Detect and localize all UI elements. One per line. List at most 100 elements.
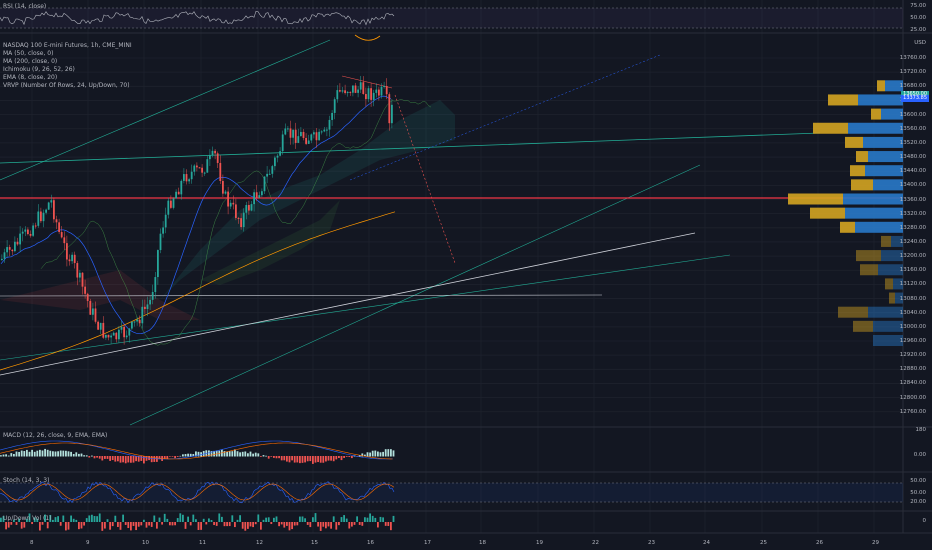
indicator-ma200[interactable]: MA (200, close, 0) bbox=[3, 58, 58, 65]
volume-bar bbox=[226, 522, 228, 527]
macd-bar bbox=[124, 456, 127, 464]
macd-bar bbox=[280, 456, 283, 461]
volume-bar bbox=[288, 522, 291, 531]
vp-up-bar bbox=[868, 151, 903, 163]
volume-bar bbox=[148, 522, 150, 526]
macd-tick-top: 180 bbox=[915, 427, 927, 433]
candle-body bbox=[81, 272, 84, 287]
volume-bar bbox=[176, 518, 179, 522]
vp-down-bar bbox=[853, 320, 873, 332]
candle-body bbox=[302, 131, 305, 138]
macd-bar bbox=[13, 453, 15, 457]
price-pane[interactable] bbox=[0, 34, 903, 426]
projection-arrow bbox=[394, 94, 456, 264]
volume-bar bbox=[278, 522, 280, 527]
candle-body bbox=[76, 263, 79, 278]
candle-body bbox=[201, 167, 203, 173]
chart-title[interactable]: NASDAQ 100 E-mini Futures, 1h, CME_MINI bbox=[3, 42, 132, 49]
candle-body bbox=[120, 326, 123, 330]
volume-bar bbox=[49, 514, 52, 522]
macd-bar bbox=[2, 454, 5, 457]
volume-bar bbox=[124, 522, 127, 525]
macd-label[interactable]: MACD (12, 26, close, 9, EMA, EMA) bbox=[3, 432, 108, 439]
macd-tick-zero: 0.00 bbox=[913, 452, 926, 458]
volume-bar bbox=[59, 522, 62, 526]
macd-bar bbox=[338, 456, 340, 459]
candle-body bbox=[341, 90, 344, 92]
macd-bar bbox=[252, 453, 254, 457]
volume-bar bbox=[96, 516, 98, 522]
volume-bar bbox=[309, 522, 312, 528]
macd-bar bbox=[78, 453, 80, 457]
candle-body bbox=[27, 229, 29, 234]
volume-bar bbox=[319, 522, 322, 531]
candle-body bbox=[146, 304, 149, 309]
price-tick: 13680.00 bbox=[899, 83, 926, 90]
volume-bar bbox=[356, 516, 358, 522]
volume-bar bbox=[54, 517, 57, 522]
macd-bar bbox=[345, 456, 348, 457]
candle-body bbox=[193, 165, 196, 172]
macd-bar bbox=[7, 455, 10, 457]
macd-bar bbox=[241, 451, 244, 457]
volume-bar bbox=[234, 522, 236, 528]
vp-down-bar bbox=[840, 221, 855, 233]
volume-profile bbox=[788, 80, 903, 346]
vp-down-bar bbox=[856, 151, 868, 163]
volume-bar bbox=[330, 522, 332, 529]
candle-body bbox=[305, 137, 307, 144]
candle-body bbox=[40, 211, 42, 222]
candle-body bbox=[185, 174, 188, 182]
volume-bar bbox=[293, 522, 296, 526]
stoch-d-line bbox=[0, 483, 395, 501]
vol-label[interactable]: Up/Down Vol (1) bbox=[3, 515, 52, 522]
volume-bar bbox=[10, 522, 13, 525]
volume-bar bbox=[387, 522, 390, 526]
volume-bar bbox=[348, 522, 351, 529]
volume-bar bbox=[200, 522, 202, 530]
macd-bar bbox=[54, 451, 57, 457]
volume-bar bbox=[184, 522, 187, 529]
rsi-label[interactable]: RSI (14, close) bbox=[3, 3, 47, 10]
stoch-pane bbox=[0, 481, 903, 504]
candle-body bbox=[224, 191, 227, 194]
volume-bar bbox=[171, 522, 174, 526]
date-tick: 19 bbox=[536, 540, 543, 546]
candle-body bbox=[21, 231, 24, 234]
volume-bar bbox=[265, 517, 267, 522]
candle-body bbox=[159, 233, 162, 251]
trendline-teal-3 bbox=[0, 254, 731, 361]
volume-bar bbox=[52, 519, 54, 522]
macd-bar bbox=[135, 456, 137, 462]
candle-body bbox=[255, 192, 258, 198]
macd-bar bbox=[189, 453, 192, 457]
candle-body bbox=[289, 128, 292, 138]
macd-bar bbox=[210, 451, 213, 457]
volume-pane bbox=[0, 513, 395, 531]
macd-bar bbox=[312, 456, 314, 464]
macd-bar bbox=[371, 450, 374, 457]
candle-body bbox=[300, 131, 302, 137]
volume-bar bbox=[109, 522, 111, 530]
candle-body bbox=[133, 321, 136, 323]
macd-bar bbox=[384, 449, 387, 457]
macd-bar bbox=[223, 451, 226, 457]
indicator-ichimoku[interactable]: Ichimoku (9, 26, 52, 26) bbox=[3, 66, 75, 73]
rsi-line bbox=[0, 10, 395, 26]
macd-bar bbox=[267, 456, 270, 459]
indicator-vrvp[interactable]: VRVP (Number Of Rows, 24, Up/Down, 70) bbox=[3, 82, 130, 89]
macd-bar bbox=[65, 450, 67, 457]
indicator-ema[interactable]: EMA (8, close, 20) bbox=[3, 74, 58, 81]
date-tick: 15 bbox=[311, 540, 318, 546]
macd-bar bbox=[67, 451, 70, 457]
volume-bar bbox=[2, 516, 5, 522]
vp-up-bar bbox=[858, 94, 903, 106]
volume-bar bbox=[163, 513, 166, 522]
date-tick: 23 bbox=[648, 540, 655, 546]
volume-bar bbox=[241, 522, 244, 529]
stoch-label[interactable]: Stoch (14, 3, 3) bbox=[3, 477, 50, 484]
indicator-ma50[interactable]: MA (50, close, 0) bbox=[3, 50, 54, 57]
candle-body bbox=[89, 300, 92, 315]
macd-bar bbox=[392, 450, 395, 457]
